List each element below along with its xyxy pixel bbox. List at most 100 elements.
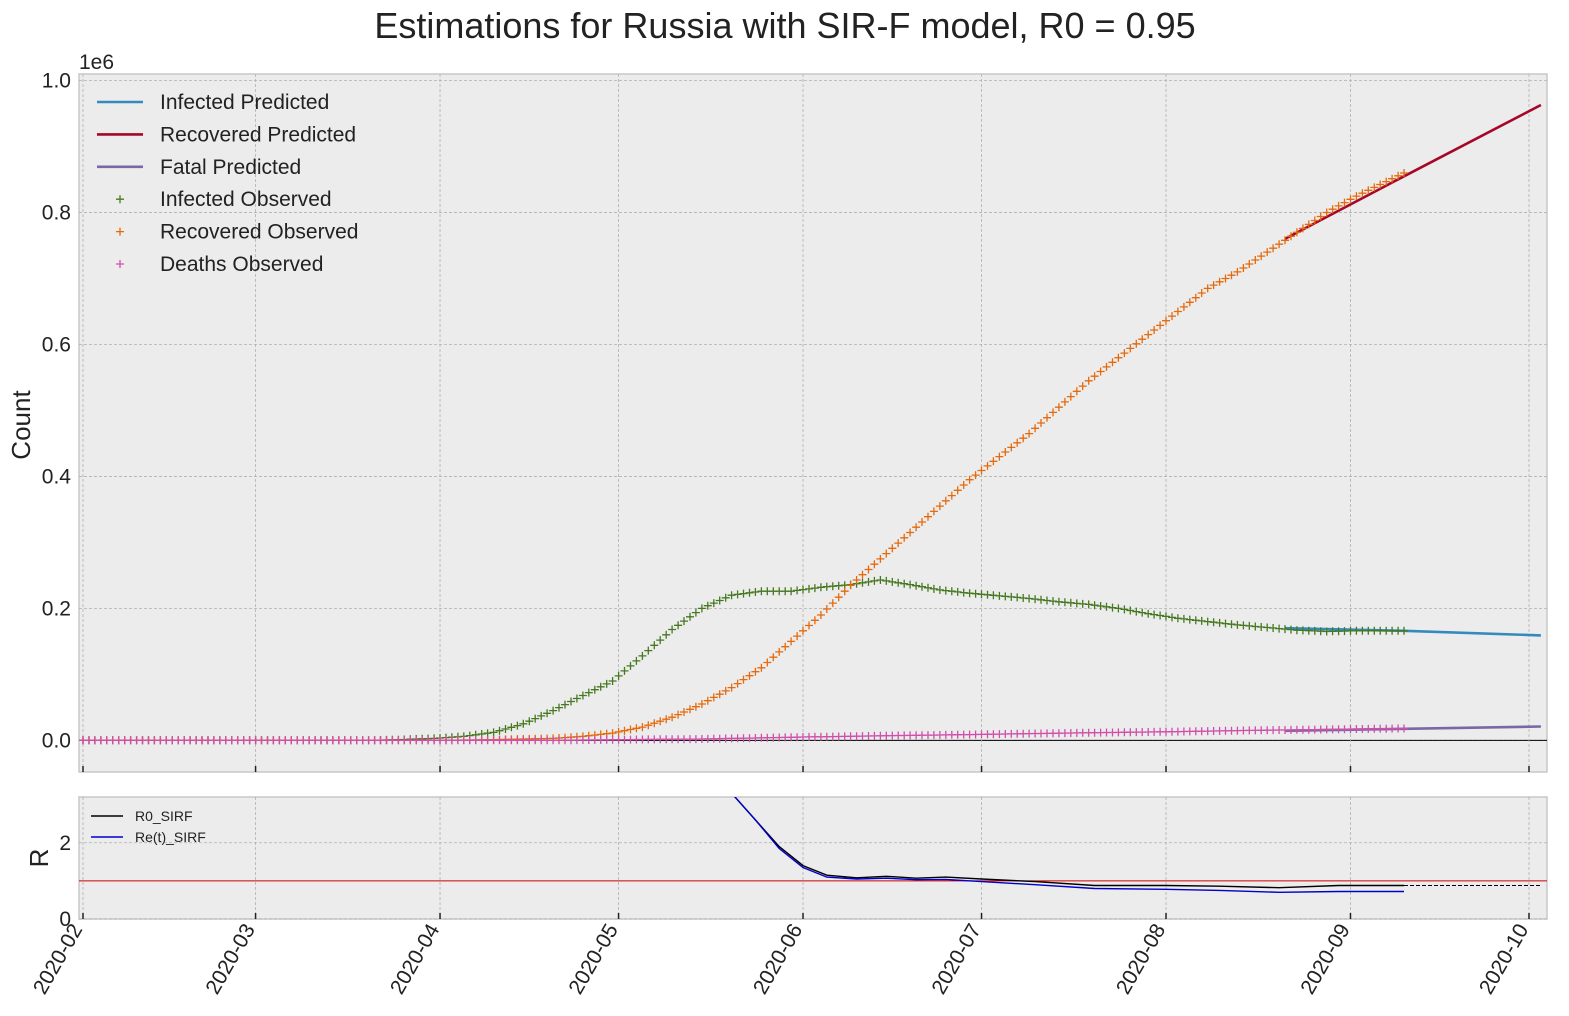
data-point <box>1072 387 1081 396</box>
data-point <box>828 599 837 608</box>
data-point <box>626 725 635 734</box>
data-point <box>727 683 736 692</box>
data-point <box>959 481 968 489</box>
r-legend-label: Re(t)_SIRF <box>135 829 206 845</box>
data-point <box>1287 232 1295 241</box>
data-point <box>561 700 569 709</box>
data-point <box>1096 367 1105 376</box>
data-point <box>810 616 819 625</box>
y-tick-label: 0.6 <box>42 333 71 356</box>
data-point <box>900 533 909 542</box>
data-point <box>709 599 718 608</box>
data-point <box>935 502 944 511</box>
main-legend: Infected Predicted Recovered Predicted Fat… <box>97 91 358 276</box>
data-point <box>638 723 647 732</box>
data-point <box>1370 183 1379 192</box>
data-point <box>1263 248 1272 257</box>
data-point <box>626 661 635 670</box>
data-point <box>739 589 748 598</box>
data-point <box>590 685 599 694</box>
data-point <box>1114 604 1123 613</box>
data-point <box>1019 434 1028 443</box>
deaths-observed-markers <box>79 724 1408 745</box>
data-point <box>935 585 944 594</box>
data-point <box>1292 228 1301 237</box>
data-point <box>929 584 938 593</box>
data-point <box>1126 606 1135 615</box>
data-point <box>953 587 962 596</box>
data-point <box>1090 372 1099 381</box>
data-point <box>656 717 665 726</box>
data-point <box>1245 260 1254 268</box>
data-point <box>1334 201 1343 210</box>
data-point <box>1120 349 1129 358</box>
data-point <box>1173 307 1182 316</box>
data-point <box>989 457 998 466</box>
data-point <box>1013 438 1022 447</box>
data-point <box>596 682 605 691</box>
data-point <box>1400 169 1408 177</box>
data-point <box>543 709 552 718</box>
data-point <box>769 653 778 662</box>
data-point <box>662 715 671 724</box>
data-point <box>1096 602 1105 610</box>
data-point <box>1179 614 1188 623</box>
data-point <box>572 694 581 703</box>
r-grid <box>79 797 1547 920</box>
data-point <box>1084 376 1093 385</box>
data-point <box>1209 618 1218 627</box>
legend-label: Deaths Observed <box>160 253 323 276</box>
data-point <box>1168 613 1176 622</box>
data-point <box>727 591 736 600</box>
data-point <box>745 671 754 680</box>
data-point <box>1304 220 1313 229</box>
data-point <box>1090 601 1099 610</box>
data-point <box>763 658 772 667</box>
data-point <box>918 518 926 526</box>
data-point <box>1102 602 1111 611</box>
data-point <box>858 570 867 579</box>
data-point <box>1203 284 1212 293</box>
data-point <box>834 593 843 602</box>
data-point <box>668 713 677 722</box>
y-offset-label: 1e6 <box>79 51 114 74</box>
y-tick-label: 1.0 <box>42 70 71 93</box>
data-point <box>668 625 677 634</box>
data-point <box>578 691 587 700</box>
data-point <box>1358 189 1367 198</box>
legend-marker-swatch <box>116 227 124 236</box>
r-plot-area <box>78 796 1548 920</box>
data-point <box>912 523 921 532</box>
data-point <box>721 686 730 695</box>
data-point <box>953 486 962 495</box>
data-point <box>1215 277 1224 286</box>
legend-label: Infected Observed <box>160 188 332 211</box>
r0-sirf-line <box>734 797 1404 889</box>
data-point <box>632 724 641 733</box>
legend-label: Infected Predicted <box>160 91 329 114</box>
data-point <box>840 587 849 596</box>
data-point <box>1037 419 1045 427</box>
data-point <box>876 554 885 563</box>
data-point <box>751 588 760 596</box>
data-point <box>608 677 617 685</box>
data-point <box>947 587 956 596</box>
data-point <box>531 714 540 723</box>
data-point <box>686 612 694 621</box>
data-point <box>1269 244 1278 253</box>
legend-marker-swatch <box>116 260 124 268</box>
data-point <box>799 626 807 635</box>
data-point <box>1382 177 1391 186</box>
data-point <box>787 587 796 596</box>
data-point <box>691 608 700 617</box>
data-point <box>1209 281 1218 290</box>
data-point <box>971 471 980 480</box>
data-point <box>1138 608 1147 617</box>
data-point <box>674 621 683 630</box>
legend-label: Recovered Observed <box>160 221 358 244</box>
data-point <box>1031 424 1040 433</box>
data-point <box>1340 198 1349 207</box>
data-point <box>656 636 665 645</box>
data-point <box>1001 448 1010 456</box>
